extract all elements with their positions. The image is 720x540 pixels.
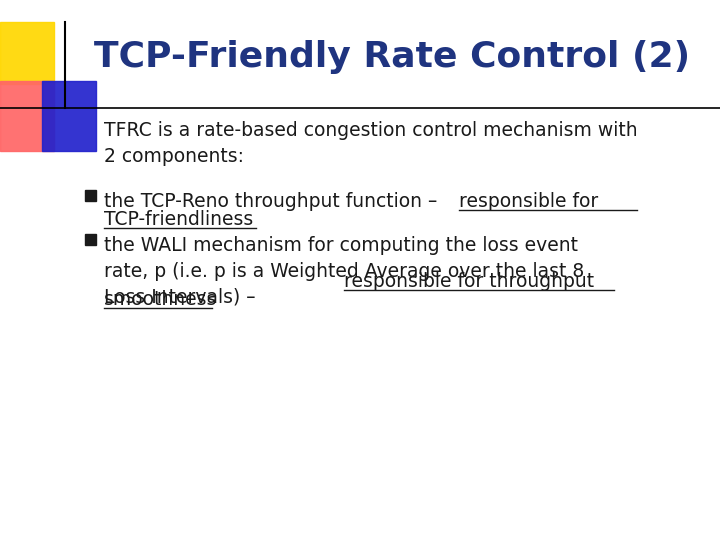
Text: TCP-Friendly Rate Control (2): TCP-Friendly Rate Control (2) — [94, 40, 690, 73]
Bar — [85, 190, 96, 201]
Bar — [42, 81, 96, 151]
Text: TFRC is a rate-based congestion control mechanism with
2 components:: TFRC is a rate-based congestion control … — [104, 122, 638, 166]
Text: TCP-friendliness: TCP-friendliness — [104, 210, 253, 229]
Bar — [0, 22, 54, 84]
Bar — [85, 234, 96, 245]
Text: responsible for: responsible for — [459, 192, 598, 211]
Text: smoothness: smoothness — [104, 290, 217, 309]
Text: the WALI mechanism for computing the loss event
rate, p (i.e. p is a Weighted Av: the WALI mechanism for computing the los… — [104, 236, 585, 307]
Text: the TCP-Reno throughput function –: the TCP-Reno throughput function – — [104, 192, 444, 211]
Bar — [0, 81, 54, 151]
Text: responsible for throughput: responsible for throughput — [344, 272, 594, 291]
